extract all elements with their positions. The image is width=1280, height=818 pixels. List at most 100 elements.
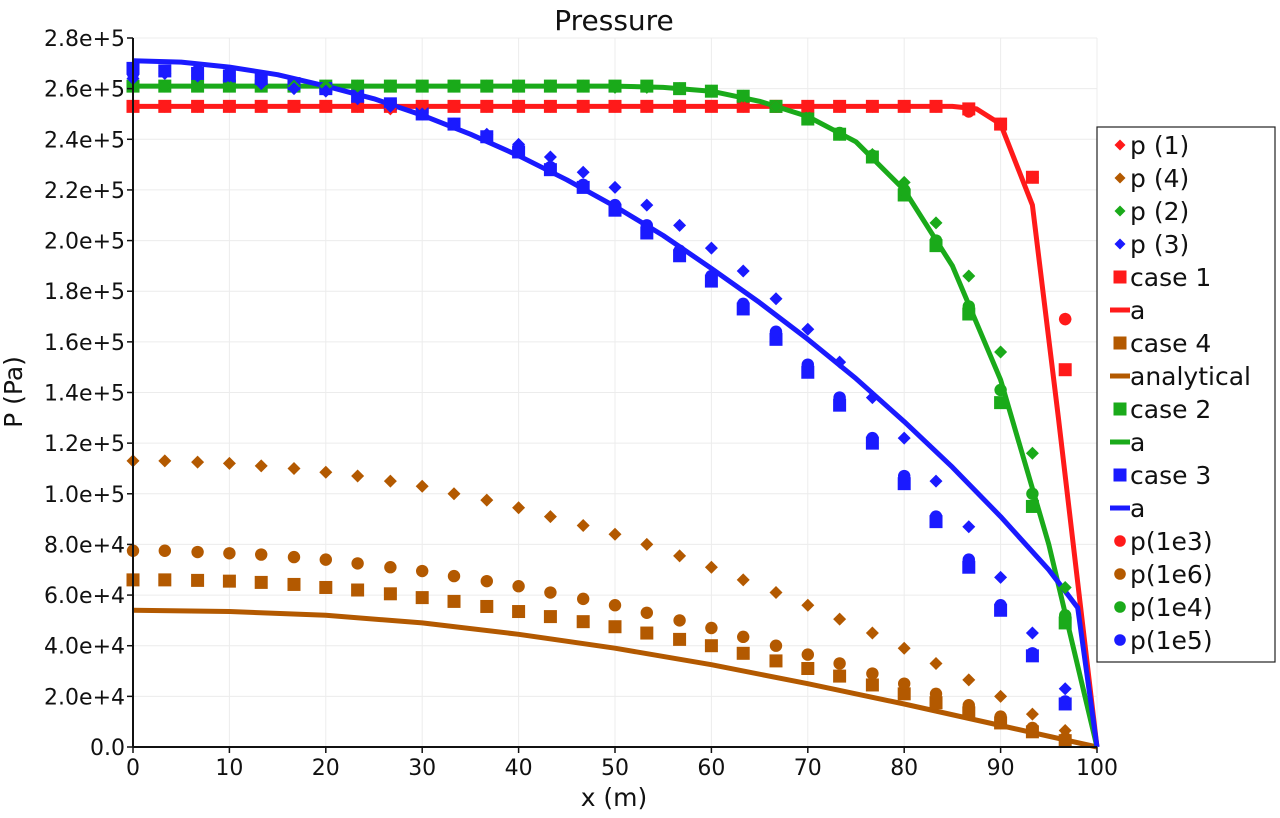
- data-point: [801, 112, 815, 126]
- data-point: [866, 667, 879, 680]
- data-point: [673, 632, 687, 646]
- legend-label: p (3): [1130, 230, 1189, 259]
- legend-item: a: [1110, 428, 1145, 457]
- legend-item: p(1e5): [1114, 626, 1213, 655]
- data-point: [544, 160, 557, 174]
- data-point: [640, 80, 654, 94]
- x-axis-title: x (m): [581, 783, 648, 812]
- data-point: [865, 391, 879, 405]
- data-point: [222, 79, 236, 93]
- data-point: [191, 455, 205, 469]
- data-point: [994, 396, 1008, 410]
- data-point: [512, 79, 526, 93]
- data-point: [158, 544, 172, 557]
- data-point: [191, 99, 205, 113]
- data-point: [962, 520, 976, 534]
- data-point: [865, 147, 879, 161]
- data-point: [191, 69, 205, 83]
- series-case-2-green: [126, 79, 1072, 630]
- legend-swatch: [1113, 270, 1127, 284]
- legend-swatch: [1114, 535, 1126, 547]
- data-point: [415, 107, 429, 121]
- data-point: [898, 183, 911, 197]
- data-point: [962, 699, 975, 712]
- data-point: [929, 99, 943, 113]
- data-point: [512, 137, 526, 151]
- legend-label: case 3: [1130, 461, 1211, 490]
- data-point: [962, 269, 976, 283]
- data-point: [191, 79, 205, 93]
- legend-label: p (2): [1130, 197, 1189, 226]
- y-tick-label: 2.2e+5: [44, 179, 125, 204]
- legend-item: case 2: [1113, 395, 1211, 424]
- data-point: [833, 355, 847, 369]
- y-tick-label: 1.2e+5: [44, 432, 125, 457]
- data-point: [543, 610, 557, 624]
- data-point: [1026, 721, 1039, 735]
- data-point: [929, 474, 943, 488]
- legend-item: case 1: [1113, 263, 1211, 292]
- data-point: [801, 648, 814, 661]
- data-point: [865, 626, 879, 640]
- data-point: [512, 501, 526, 515]
- series-case-1-red: [126, 99, 1072, 377]
- data-point: [865, 99, 879, 113]
- data-point: [351, 79, 365, 93]
- data-point: [383, 474, 397, 488]
- data-point: [801, 358, 814, 371]
- data-point: [673, 218, 687, 232]
- y-tick-label: 2.0e+4: [44, 685, 125, 710]
- data-point: [255, 548, 268, 561]
- series-p-1e6-brown: [126, 544, 1072, 745]
- series-p-1e3-red: [962, 105, 1072, 326]
- data-point: [287, 550, 301, 564]
- legend-swatch: [1114, 568, 1126, 580]
- series-line: [132, 58, 1100, 748]
- data-point: [287, 577, 301, 591]
- data-point: [833, 612, 847, 626]
- data-point: [897, 175, 911, 189]
- data-point: [158, 454, 172, 468]
- data-point: [287, 82, 301, 96]
- data-point: [737, 297, 750, 311]
- legend-swatch: [1114, 238, 1126, 250]
- data-point: [1058, 695, 1072, 708]
- data-point: [191, 573, 205, 587]
- data-point: [415, 99, 429, 113]
- data-point: [608, 599, 622, 612]
- data-point: [254, 575, 268, 589]
- x-tick-label: 30: [408, 756, 436, 781]
- data-point: [576, 99, 590, 113]
- data-point: [673, 614, 686, 627]
- data-point: [640, 537, 654, 551]
- data-point: [994, 599, 1007, 612]
- y-tick-label: 2.4e+5: [44, 128, 125, 153]
- data-point: [994, 570, 1008, 584]
- data-point: [254, 99, 268, 113]
- data-point: [1025, 707, 1039, 721]
- legend-item: p (4): [1114, 164, 1189, 193]
- data-point: [222, 69, 236, 83]
- data-point: [576, 79, 590, 93]
- data-point: [833, 669, 847, 683]
- data-point: [640, 626, 654, 640]
- data-point: [897, 641, 911, 655]
- y-tick-label: 6.0e+4: [44, 584, 125, 609]
- y-tick-label: 1.6e+5: [44, 331, 125, 356]
- data-point: [962, 104, 976, 118]
- data-point: [576, 615, 590, 629]
- data-point: [608, 180, 622, 194]
- data-point: [351, 92, 365, 106]
- data-point: [769, 586, 783, 600]
- data-point: [994, 689, 1008, 703]
- x-ticks: 0 10 20 30 40 50 60 70 80 90 100: [126, 747, 1118, 781]
- data-point: [673, 99, 687, 113]
- series-p-1-red: [126, 99, 1072, 326]
- legend-item: analytical: [1110, 362, 1251, 391]
- series-case-4-brown: [126, 573, 1072, 748]
- data-point: [222, 99, 236, 113]
- legend-swatch: [1114, 139, 1126, 151]
- legend-label: p (4): [1130, 164, 1189, 193]
- data-point: [962, 300, 975, 313]
